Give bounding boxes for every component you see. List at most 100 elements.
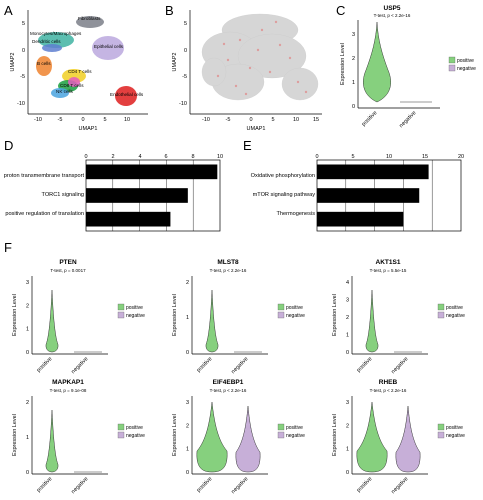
cluster-nk xyxy=(68,77,80,87)
panel-d: D 0 2 4 6 8 10 proton transmembrane tran… xyxy=(4,138,223,232)
panel-b-label: B xyxy=(165,3,174,18)
term-label: Thermogenesis xyxy=(276,211,315,217)
violin-positive xyxy=(45,409,59,473)
group-label: positive xyxy=(36,356,53,373)
ytick: 3 xyxy=(352,32,355,38)
violin-pvalue: T-test, p < 2.2e-16 xyxy=(210,268,247,273)
ytick: 2 xyxy=(346,315,349,321)
violin-title: MLST8 xyxy=(217,259,239,266)
xtick: 2 xyxy=(111,154,114,160)
xtick: 4 xyxy=(138,154,141,160)
bar-d-bars xyxy=(86,164,218,227)
cluster-label-epithelial: Epithelial cells xyxy=(94,44,124,49)
violin-title: RHEB xyxy=(379,379,398,386)
ytick: 1 xyxy=(346,447,349,453)
violin-title: AKT1S1 xyxy=(376,259,401,266)
legend-swatch-negative xyxy=(277,311,285,319)
ytick: 0 xyxy=(352,104,355,110)
panel-b: B -10 -5 0 5 10 15 -10 -5 xyxy=(165,3,322,132)
group-label: negative xyxy=(230,356,249,375)
legend-swatch-negative xyxy=(437,311,445,319)
legend-swatch-positive xyxy=(117,423,125,431)
violin-pvalue: T-test, p < 2.2e-16 xyxy=(374,13,411,18)
panel-a: A Fibroblasts Monocytes/Macrophages Dend… xyxy=(4,3,148,132)
violin-ylabel: Expression Level xyxy=(332,414,338,456)
cluster-label-endothelial: Endothelial cells xyxy=(110,92,144,97)
legend-swatch-negative xyxy=(117,431,125,439)
ytick: 2 xyxy=(346,423,349,429)
ytick: 5 xyxy=(22,21,25,27)
bar-oxidative-phosphorylation xyxy=(317,164,429,180)
violin-ylabel: Expression Level xyxy=(172,294,178,336)
violin-positive xyxy=(45,289,59,353)
cluster-b-cells xyxy=(36,56,52,76)
ytick: 1 xyxy=(186,315,189,321)
xtick: 15 xyxy=(422,154,428,160)
violin-pten: PTEN T-test, p = 0.0017 0 1 2 3 Expression Lev… xyxy=(12,259,145,375)
umap-b-xticks: -10 -5 0 5 10 15 xyxy=(202,117,319,123)
cluster-label-b: B cells xyxy=(37,61,51,66)
violin-positive xyxy=(356,401,388,473)
panel-f-label: F xyxy=(4,240,12,255)
ytick: 3 xyxy=(26,280,29,286)
umap-a-ylabel: UMAP2 xyxy=(10,53,16,72)
violin-mapkap1: MAPKAP1 T-test, p = 9.1e-08 0 1 2 Expression … xyxy=(12,379,145,495)
xtick: -10 xyxy=(202,117,210,123)
violin-title: USP5 xyxy=(384,5,401,12)
panel-a-label: A xyxy=(4,3,13,18)
bar-e-xticks: 0 5 10 15 20 xyxy=(315,154,464,160)
term-label: positive regulation of translation xyxy=(5,211,84,217)
umap-a-xlabel: UMAP1 xyxy=(79,126,98,132)
ytick: 5 xyxy=(184,21,187,27)
cluster-label-cd8: CD8 T cells xyxy=(60,83,84,88)
umap-a-plot-area: Fibroblasts Monocytes/Macrophages Dendri… xyxy=(27,10,148,115)
legend-positive: positive xyxy=(446,305,463,311)
bar-torc1-signaling xyxy=(86,188,188,203)
term-label: TORC1 signaling xyxy=(42,192,85,198)
legend-swatch-positive xyxy=(277,303,285,311)
term-label: mTOR signaling pathway xyxy=(253,192,316,198)
group-label: positive xyxy=(356,356,373,373)
ytick: -10 xyxy=(179,101,187,107)
panel-f-violins: PTEN T-test, p = 0.0017 0 1 2 3 Expression Lev… xyxy=(12,259,465,495)
xtick: -5 xyxy=(58,117,63,123)
ytick: 2 xyxy=(26,400,29,406)
legend-swatch-negative xyxy=(277,431,285,439)
group-label: negative xyxy=(390,356,409,375)
ytick: -5 xyxy=(182,74,187,80)
panel-c: C USP5 T-test, p < 2.2e-16 0 1 2 3 posit… xyxy=(336,3,476,129)
violin-ylabel: Expression Level xyxy=(332,294,338,336)
cluster-epithelial xyxy=(92,36,124,60)
legend-positive: positive xyxy=(286,425,303,431)
cluster-endothelial xyxy=(115,86,137,106)
violin-title: EIF4EBP1 xyxy=(213,379,244,386)
cluster-extra xyxy=(51,88,69,98)
group-label: negative xyxy=(390,476,409,495)
violin-ylabel: Expression Level xyxy=(12,414,18,456)
panel-d-label: D xyxy=(4,138,13,153)
xtick: 0 xyxy=(315,154,318,160)
cluster-fibroblasts xyxy=(76,16,104,28)
bar-e-bars xyxy=(317,164,429,227)
ytick: 2 xyxy=(186,423,189,429)
cluster-label-cd4: CD4 T cells xyxy=(68,69,92,74)
ytick: 0 xyxy=(26,470,29,476)
xtick: 0 xyxy=(81,117,84,123)
group-label: negative xyxy=(230,476,249,495)
legend-swatch-positive xyxy=(437,303,445,311)
violin-title: MAPKAP1 xyxy=(52,379,84,386)
ytick: 3 xyxy=(346,298,349,304)
legend-negative: negative xyxy=(446,433,465,439)
xtick: 0 xyxy=(84,154,87,160)
ytick: 0 xyxy=(184,48,187,54)
legend-positive: positive xyxy=(457,58,474,64)
violin-positive xyxy=(365,289,379,353)
violin-pvalue: T-test, p = 9.1e-08 xyxy=(50,388,87,393)
panel-e-label: E xyxy=(243,138,252,153)
group-label: negative xyxy=(398,110,417,129)
violin-pvalue: T-test, p = 0.0017 xyxy=(50,268,86,273)
term-label: Oxidative phosphorylation xyxy=(251,173,315,179)
xtick: 10 xyxy=(386,154,392,160)
violin-akt1s1: AKT1S1 T-test, p = 5.5e-15 0 1 2 3 4 Expression… xyxy=(332,259,465,375)
violin-positive xyxy=(363,21,391,103)
